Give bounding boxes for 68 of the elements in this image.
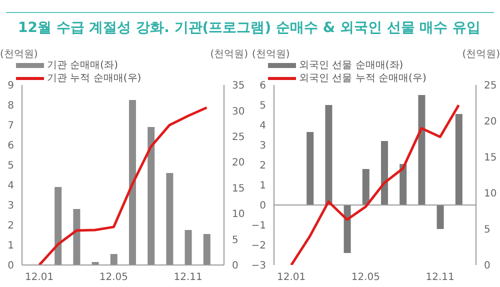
- x-tick-label: 12.05: [351, 272, 380, 284]
- bar: [436, 205, 444, 229]
- y2-tick-label: 15: [232, 183, 245, 194]
- bar: [362, 169, 370, 205]
- y-tick-label: 5: [260, 100, 266, 112]
- bar: [166, 173, 174, 265]
- bar: [129, 100, 136, 265]
- y2-tick-label: 10: [484, 188, 497, 200]
- bar: [203, 234, 210, 265]
- y-tick-label: −2: [251, 240, 266, 252]
- legend-label: 기관 누적 순매매(우): [47, 72, 142, 85]
- y2-tick-label: 20: [484, 116, 497, 128]
- bar: [110, 254, 118, 265]
- bar: [418, 95, 426, 205]
- bar: [344, 205, 351, 253]
- y2-tick-label: 10: [232, 209, 245, 220]
- y-tick-label: −3: [251, 260, 266, 272]
- legend-label: 기관 순매매(좌): [47, 59, 118, 72]
- legend-label: 외국인 선물 순매매(좌): [299, 59, 404, 72]
- x-tick-label: 12.01: [24, 272, 54, 284]
- x-tick-label: 12.01: [276, 272, 306, 284]
- y-tick-label: 8: [8, 100, 14, 112]
- y2-tick-label: 5: [232, 234, 238, 246]
- y-axis-title: (천억원): [0, 48, 38, 61]
- y-tick-label: 0: [8, 260, 14, 272]
- bar: [400, 164, 407, 205]
- y-tick-label: 7: [8, 120, 14, 132]
- bar: [148, 127, 155, 265]
- line-series: [38, 106, 208, 265]
- y-tick-label: 4: [8, 180, 14, 192]
- y2-tick-label: 30: [232, 106, 245, 118]
- y-tick-label: 6: [8, 140, 14, 152]
- x-tick-label: 12.11: [174, 272, 202, 284]
- y-tick-label: 1: [260, 180, 266, 192]
- bar: [381, 141, 388, 205]
- x-tick-label: 12.11: [426, 272, 454, 284]
- y-tick-label: −1: [251, 220, 266, 232]
- bar: [184, 230, 192, 265]
- y2-tick-label: 15: [484, 152, 497, 164]
- legend-label: 외국인 선물 누적 순매매(우): [299, 72, 426, 85]
- y2-tick-label: 35: [232, 80, 245, 92]
- y2-tick-label: 25: [484, 80, 497, 92]
- y2-axis-title: (천억원): [210, 48, 248, 61]
- y-tick-label: 3: [8, 200, 14, 212]
- bar: [306, 132, 314, 205]
- y-tick-label: 2: [8, 220, 14, 232]
- y-tick-label: 1: [8, 240, 14, 252]
- line-series: [290, 104, 460, 265]
- bar: [73, 209, 80, 265]
- chart-title: 12월 수급 계절성 강화. 기관(프로그램) 순매수 & 외국인 선물 매수 유입: [18, 19, 481, 37]
- y2-tick-label: 20: [232, 158, 245, 169]
- x-tick-label: 12.05: [99, 272, 128, 284]
- y2-tick-label: 0: [232, 260, 238, 272]
- y-tick-label: 5: [8, 160, 14, 172]
- y-tick-label: 4: [260, 120, 266, 132]
- bar: [455, 114, 462, 205]
- bar: [325, 105, 332, 205]
- bar: [54, 187, 62, 265]
- y2-tick-label: 5: [484, 224, 490, 236]
- y2-tick-label: 0: [484, 260, 490, 272]
- y2-tick-label: 25: [232, 132, 245, 143]
- y-axis-title: (천억원): [252, 48, 290, 61]
- y-tick-label: 2: [260, 160, 266, 172]
- y-tick-label: 6: [260, 80, 266, 92]
- y-tick-label: 9: [8, 80, 14, 92]
- y-tick-label: 3: [260, 140, 266, 152]
- y-tick-label: 0: [260, 200, 266, 212]
- y2-axis-title: (천억원): [462, 48, 500, 61]
